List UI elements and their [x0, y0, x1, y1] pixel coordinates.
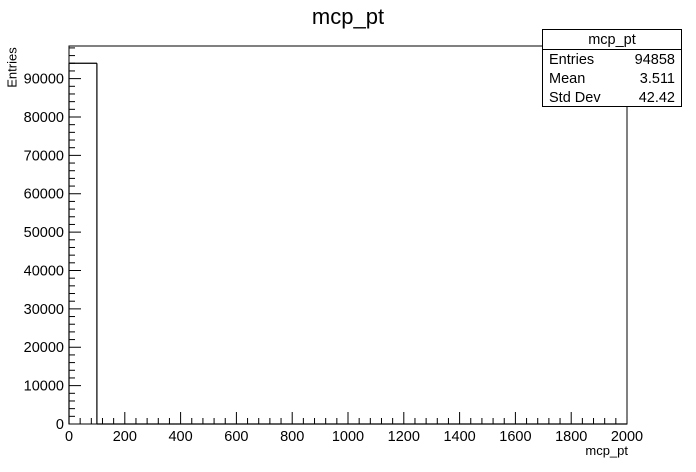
x-tick-label: 600: [224, 429, 248, 445]
stats-row-mean: Mean 3.511: [543, 69, 681, 88]
x-tick-label: 0: [65, 429, 73, 445]
y-tick-label: 50000: [24, 225, 64, 241]
x-tick-label: 2000: [611, 429, 643, 445]
x-axis-label: mcp_pt: [585, 443, 628, 458]
x-tick-label: 200: [113, 429, 137, 445]
y-tick-label: 30000: [24, 302, 64, 318]
stats-value: 3.511: [639, 71, 675, 87]
stats-label: Entries: [549, 52, 595, 68]
stats-box: mcp_pt Entries 94858 Mean 3.511 Std Dev …: [542, 29, 682, 107]
y-tick-label: 0: [56, 417, 64, 433]
stats-row-entries: Entries 94858: [543, 50, 681, 69]
y-axis-label: Entries: [4, 47, 20, 88]
x-tick-label: 1800: [555, 429, 587, 445]
chart-title: mcp_pt: [311, 4, 385, 29]
y-tick-label: 10000: [24, 379, 64, 395]
x-tick-label: 800: [280, 429, 304, 445]
x-tick-label: 400: [168, 429, 192, 445]
y-tick-label: 80000: [24, 110, 64, 126]
stats-label: Mean: [549, 71, 586, 87]
x-tick-label: 1600: [499, 429, 531, 445]
y-tick-label: 70000: [24, 148, 64, 164]
x-tick-label: 1000: [332, 429, 364, 445]
stats-value: 42.42: [638, 90, 675, 106]
y-tick-label: 20000: [24, 340, 64, 356]
stats-label: Std Dev: [549, 90, 601, 106]
stats-value: 94858: [634, 52, 675, 68]
y-tick-label: 60000: [24, 187, 64, 203]
y-tick-label: 40000: [24, 263, 64, 279]
x-tick-label: 1200: [388, 429, 420, 445]
y-tick-label: 90000: [24, 72, 64, 88]
x-tick-label: 1400: [443, 429, 475, 445]
stats-row-stddev: Std Dev 42.42: [543, 88, 681, 107]
stats-box-title: mcp_pt: [543, 30, 681, 50]
